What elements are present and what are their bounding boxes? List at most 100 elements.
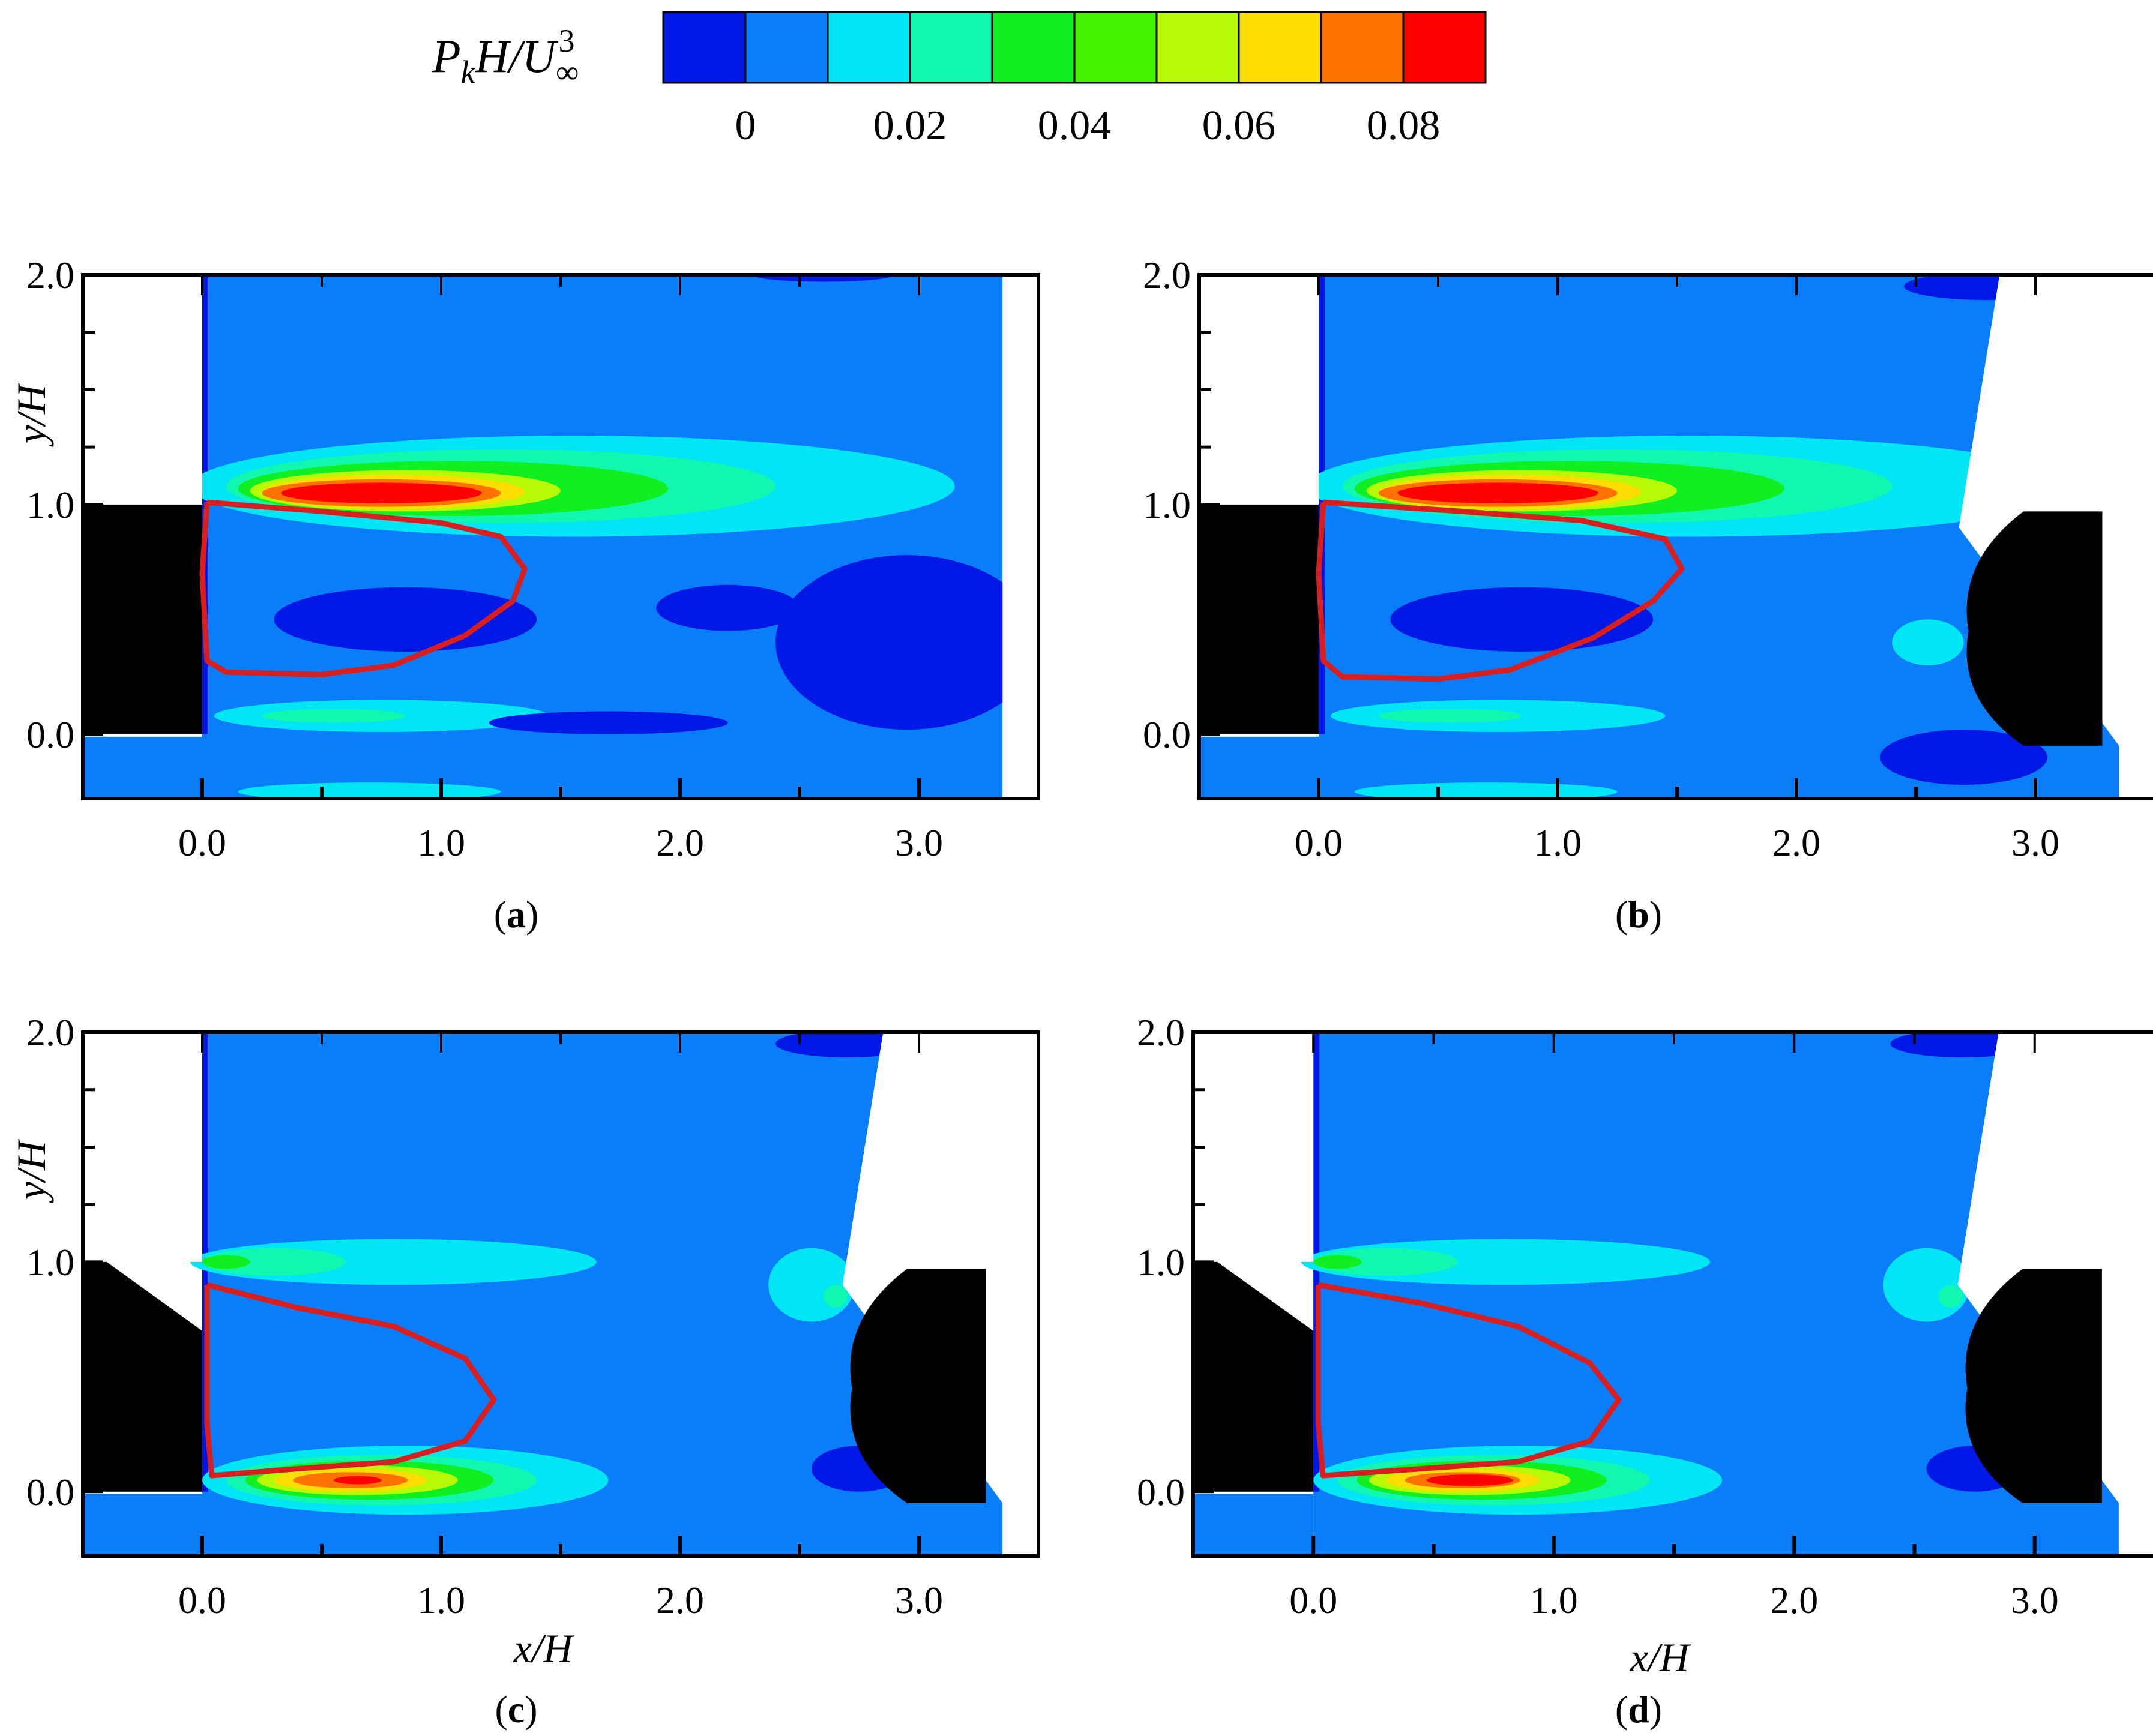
recirculation-contour — [204, 1282, 497, 1479]
step-body — [83, 504, 202, 734]
colorbar-tick-label: 0.08 — [1367, 103, 1441, 149]
wake-patch — [1883, 1248, 1970, 1322]
colorbar-swatch — [827, 11, 911, 84]
colorbar-swatch — [1238, 11, 1322, 84]
downstream-body — [850, 1269, 986, 1503]
x-tick-label: 2.0 — [656, 1579, 704, 1621]
y-tick-label: 1.0 — [1143, 484, 1191, 526]
empty-region-left — [83, 275, 202, 505]
y-tick-label: 2.0 — [26, 254, 74, 296]
contour-field — [1193, 1032, 2153, 1556]
floor-layer — [238, 782, 501, 799]
x-tick-label: 3.0 — [2011, 1579, 2059, 1621]
x-tick-label: 0.0 — [1289, 1579, 1337, 1621]
floor-field — [83, 736, 202, 799]
colorbar-tick-label: 0.04 — [1038, 103, 1112, 149]
recirculation-contour — [1315, 1282, 1622, 1479]
contour-field — [1199, 275, 2153, 799]
step-body — [1199, 504, 1319, 734]
low-zone — [1880, 730, 2047, 785]
y-axis-label: y/H — [8, 382, 54, 447]
panel-caption: (d) — [1615, 1688, 1662, 1731]
colorbar-tick-label: 0.02 — [873, 103, 947, 149]
colorbar-swatch — [1073, 11, 1158, 84]
colorbar-label-h: H/U — [475, 30, 559, 82]
x-tick-label: 3.0 — [895, 1579, 943, 1621]
colorbar-label-k: k — [461, 54, 476, 90]
wake-patch-core — [1938, 1285, 1963, 1308]
empty-region-left — [83, 1032, 202, 1262]
low-zone — [775, 555, 1038, 730]
colorbar-swatch — [744, 11, 829, 84]
lower-layer-core — [262, 709, 406, 723]
wake-patch — [768, 1248, 855, 1322]
lower-layer-peak — [333, 1476, 382, 1485]
x-axis-label: x/H — [1630, 1635, 1691, 1680]
colorbar-label-p: P — [432, 30, 461, 82]
x-tick-label: 2.0 — [1770, 1579, 1818, 1621]
y-tick-label: 2.0 — [1137, 1011, 1185, 1054]
upper-layer-peak — [202, 1255, 250, 1269]
contour-field — [83, 275, 1038, 799]
wake-patch — [1892, 619, 1964, 665]
downstream-body — [1966, 511, 2103, 746]
colorbar-swatch — [662, 11, 747, 84]
y-tick-label: 1.0 — [26, 1241, 74, 1284]
x-tick-label: 1.0 — [1530, 1579, 1578, 1621]
x-tick-label: 0.0 — [178, 1579, 226, 1621]
y-tick-label: 0.0 — [1143, 713, 1191, 756]
y-tick-label: 0.0 — [1137, 1471, 1185, 1513]
x-axis-label: x/H — [513, 1626, 575, 1671]
colorbar: PkH/U∞3 0 0.02 0.04 0.06 0.08 — [432, 11, 1487, 149]
floor-layer — [1354, 782, 1618, 799]
step-body — [1193, 1261, 1314, 1492]
panel-c: 0.0 1.0 2.0 3.0 0.0 1.0 2.0 y/H x/H (c) — [8, 1011, 1040, 1731]
y-tick-label: 0.0 — [26, 713, 74, 756]
shear-layer-peak — [281, 482, 482, 503]
empty-region-left — [1193, 1032, 1314, 1262]
colorbar-swatch — [909, 11, 993, 84]
x-tick-label: 1.0 — [417, 821, 465, 864]
x-tick-label: 3.0 — [895, 821, 943, 864]
y-tick-label: 2.0 — [1143, 254, 1191, 296]
floor-field — [1193, 1494, 1314, 1556]
colorbar-label-inf: ∞ — [556, 54, 579, 90]
wake-patch-core — [823, 1285, 848, 1308]
x-tick-label: 3.0 — [2011, 821, 2059, 864]
colorbar-label-sup: 3 — [558, 23, 574, 59]
empty-region-left — [1199, 275, 1319, 505]
panel-caption: (a) — [494, 893, 539, 936]
upper-layer-peak — [1313, 1255, 1362, 1269]
upper-layer-core — [202, 1248, 346, 1276]
x-tick-label: 2.0 — [656, 821, 704, 864]
x-tick-label: 1.0 — [417, 1579, 465, 1621]
upper-layer-core — [1313, 1248, 1458, 1276]
colorbar-tick-label: 0 — [735, 103, 756, 149]
y-tick-label: 2.0 — [26, 1011, 74, 1054]
colorbar-swatch — [1155, 11, 1240, 84]
low-zone — [656, 584, 799, 631]
colorbar-tick-label: 0.06 — [1202, 103, 1276, 149]
contour-field — [83, 1032, 1038, 1556]
empty-region-right — [1002, 275, 1038, 799]
step-body — [83, 1261, 202, 1492]
low-zone — [1390, 587, 1654, 652]
y-tick-label: 1.0 — [26, 484, 74, 526]
shear-layer-peak — [1397, 482, 1598, 503]
y-tick-label: 1.0 — [1137, 1241, 1185, 1284]
recirculation-contour — [199, 499, 528, 677]
colorbar-swatch — [1402, 11, 1487, 84]
recirculation-contour — [1316, 499, 1685, 682]
lower-layer-core — [1378, 709, 1522, 723]
panel-caption: (b) — [1615, 893, 1662, 936]
x-tick-label: 0.0 — [178, 821, 226, 864]
low-zone — [489, 711, 728, 734]
panel-b: 0.0 1.0 2.0 3.0 0.0 1.0 2.0 (b) — [1143, 254, 2153, 936]
floor-field — [1199, 736, 1319, 799]
x-tick-label: 0.0 — [1295, 821, 1343, 864]
floor-field — [83, 1494, 202, 1556]
colorbar-swatch — [991, 11, 1076, 84]
colorbar-swatch — [1320, 11, 1405, 84]
x-tick-label: 2.0 — [1772, 821, 1820, 864]
